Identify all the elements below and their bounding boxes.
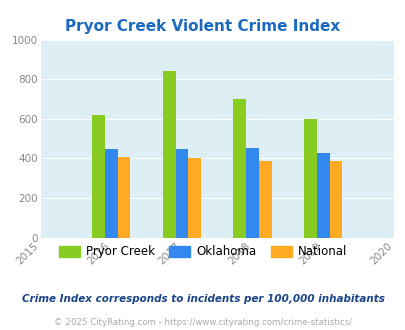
Bar — [175, 148, 188, 238]
Bar — [188, 158, 200, 238]
Bar — [245, 148, 258, 238]
Text: © 2025 CityRating.com - https://www.cityrating.com/crime-statistics/: © 2025 CityRating.com - https://www.city… — [54, 318, 351, 327]
Bar — [329, 161, 341, 238]
Bar — [117, 157, 130, 238]
Legend: Pryor Creek, Oklahoma, National: Pryor Creek, Oklahoma, National — [54, 241, 351, 263]
Bar — [92, 115, 104, 238]
Text: Pryor Creek Violent Crime Index: Pryor Creek Violent Crime Index — [65, 19, 340, 34]
Bar — [258, 161, 271, 238]
Text: Crime Index corresponds to incidents per 100,000 inhabitants: Crime Index corresponds to incidents per… — [21, 294, 384, 304]
Bar — [104, 148, 117, 238]
Bar — [162, 71, 175, 238]
Bar — [316, 153, 329, 238]
Bar — [303, 119, 316, 238]
Bar — [233, 99, 245, 238]
